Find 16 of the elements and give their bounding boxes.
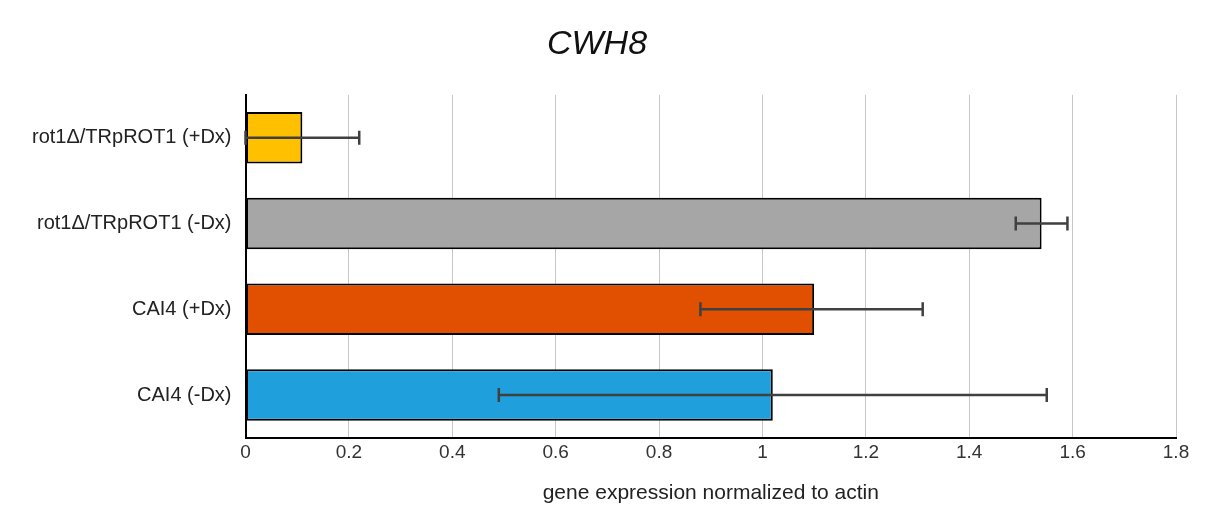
x-tick-label: 1.4 [956, 440, 983, 462]
x-tick-label: 1.2 [852, 440, 880, 462]
x-axis-title: gene expression normalized to actin [542, 480, 879, 504]
chart-title: CWH8 [546, 22, 648, 61]
x-tick-label: 1.8 [1162, 440, 1190, 462]
y-tick-label: CAI4 (-Dx) [137, 382, 232, 405]
x-tick-label: 1.6 [1059, 440, 1086, 462]
x-tick-label: 0 [240, 440, 251, 462]
x-tick-label: 1 [757, 440, 768, 462]
x-tick-label: 0.6 [542, 440, 569, 462]
x-tick-label: 0.2 [335, 440, 363, 462]
y-tick-label: rot1Δ/TRpROT1 (+Dx) [31, 125, 232, 148]
x-tick-label: 0.4 [439, 440, 466, 462]
y-tick-label: CAI4 (+Dx) [132, 296, 232, 319]
y-tick-label: rot1Δ/TRpROT1 (-Dx) [37, 211, 232, 234]
x-tick-label: 0.8 [645, 440, 673, 462]
